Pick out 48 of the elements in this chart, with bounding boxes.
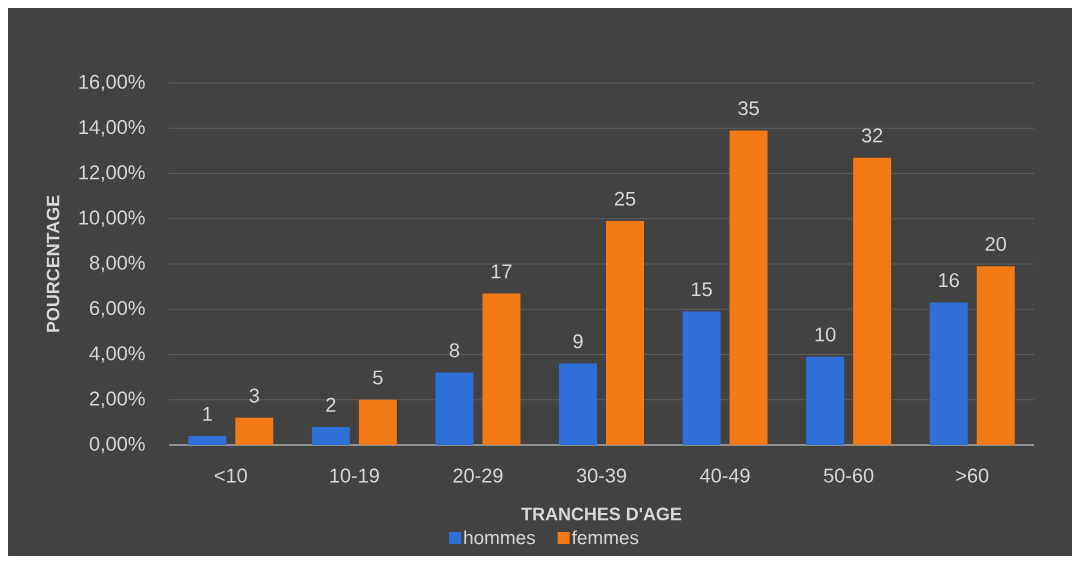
annotation: 32 — [861, 128, 883, 143]
x-tick-label: 40-49 — [700, 468, 750, 483]
bar — [435, 372, 474, 445]
annotation: 15 — [692, 282, 712, 297]
y-tick-label: 0,00% — [89, 436, 145, 454]
y-tick-label: 12,00% — [79, 165, 145, 182]
bar — [235, 417, 274, 445]
x-axis-title: TRANCHES D'AGE — [521, 507, 682, 521]
x-tick-label: 10-19 — [330, 468, 379, 483]
annotation: 20 — [985, 236, 1007, 252]
legend-label: hommes — [464, 530, 535, 545]
annotation: 9 — [573, 334, 583, 349]
annotation: 5 — [373, 370, 383, 385]
annotation: 17 — [491, 264, 512, 279]
legend-label: femmes — [571, 530, 639, 545]
bar — [311, 426, 350, 445]
bar — [188, 435, 227, 445]
y-tick-label: 2,00% — [89, 391, 145, 408]
y-tick-label: 14,00% — [79, 120, 145, 137]
annotation: 3 — [249, 388, 259, 403]
bar — [806, 356, 845, 445]
x-tick-label: 50-60 — [823, 468, 874, 483]
bar — [976, 266, 1015, 445]
annotation: 35 — [738, 101, 759, 116]
x-tick-label: 30-39 — [576, 468, 627, 483]
y-tick-label: 6,00% — [90, 301, 145, 318]
y-axis-title: POURCENTAGE — [46, 195, 60, 332]
bar — [682, 311, 721, 445]
x-tick-label: <10 — [214, 468, 247, 483]
x-tick-label: 20-29 — [453, 468, 503, 483]
bar — [482, 293, 521, 445]
y-tick-label: 4,00% — [89, 346, 145, 363]
y-tick-label: 8,00% — [89, 255, 145, 273]
bar — [358, 399, 397, 445]
annotation: 10 — [815, 327, 836, 342]
annotation: 2 — [326, 397, 336, 412]
bar — [559, 363, 598, 445]
y-tick-label: 10,00% — [79, 210, 145, 227]
bar — [853, 157, 892, 445]
annotation: 1 — [203, 407, 212, 421]
y-tick-label: 16,00% — [79, 74, 145, 92]
annotation: 8 — [449, 343, 460, 358]
annotation: 25 — [614, 191, 636, 206]
bar — [606, 221, 645, 445]
annotation: 16 — [939, 273, 959, 288]
bar — [929, 302, 968, 445]
x-tick-label: >60 — [956, 468, 989, 483]
bar — [729, 130, 768, 445]
